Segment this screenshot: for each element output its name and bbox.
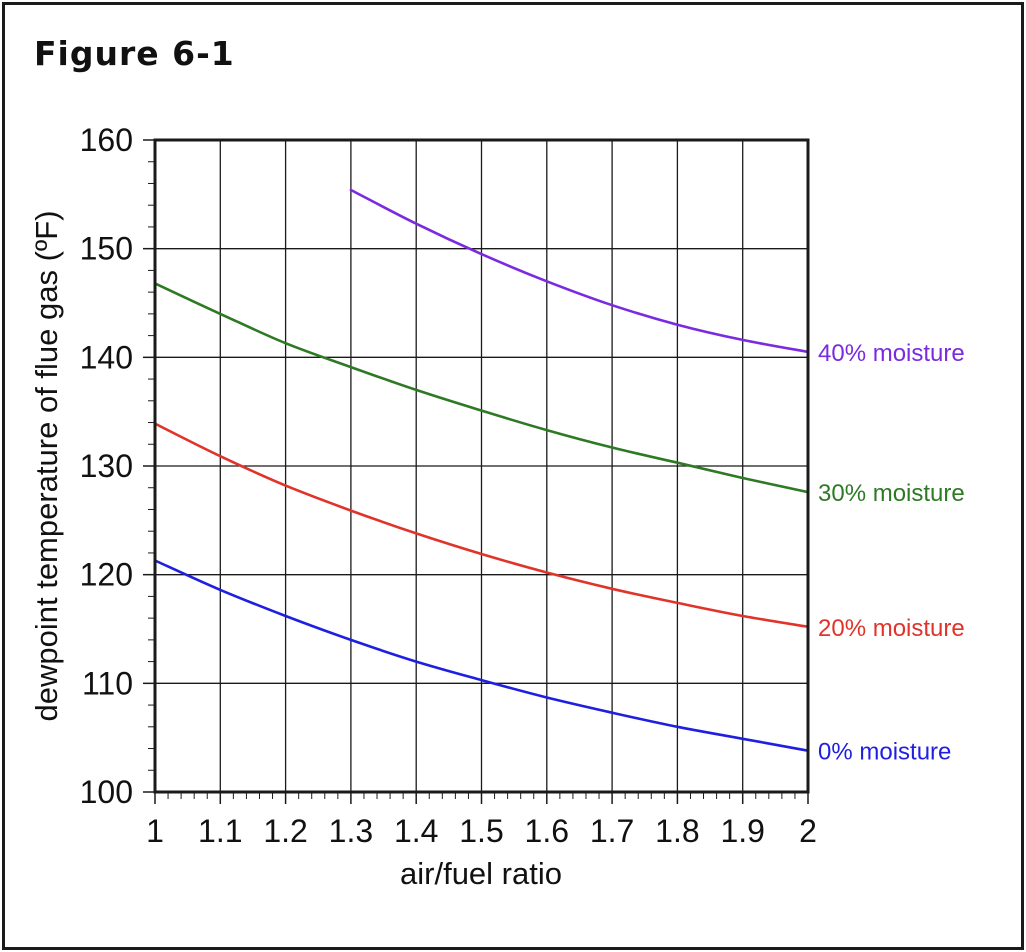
series-layer: [153, 188, 810, 752]
x-tick-label: 1.3: [329, 813, 373, 849]
y-tick-label: 130: [80, 448, 133, 484]
figure-title: Figure 6-1: [34, 34, 235, 73]
x-tick-label: 1.1: [198, 813, 242, 849]
x-tick-labels: 1 1.1 1.2 1.3 1.4 1.5 1.6 1.7 1.8 1.9 2: [146, 813, 817, 849]
x-tick-label: 1.9: [720, 813, 764, 849]
x-tick-label: 1.7: [590, 813, 634, 849]
grid-layer: [155, 140, 808, 792]
series-line-20-moisture: [153, 422, 810, 629]
series-label-40-moisture: 40% moisture: [818, 340, 965, 367]
y-tick-label: 160: [80, 122, 133, 158]
minor-ticks: [143, 139, 809, 804]
x-tick-label: 1.6: [525, 813, 569, 849]
x-tick-label: 2: [799, 813, 817, 849]
series-label-20-moisture: 20% moisture: [818, 615, 965, 642]
y-tick-label: 110: [82, 665, 133, 701]
y-tick-label: 120: [80, 557, 133, 593]
x-tick-label: 1: [146, 813, 164, 849]
series-line-40-moisture: [349, 188, 810, 354]
series-label-30-moisture: 30% moisture: [818, 480, 965, 507]
y-tick-label: 140: [80, 339, 133, 375]
y-tick-labels: 100 110 120 130 140 150 160: [80, 122, 133, 810]
series-labels: 0% moisture 20% moisture 30% moisture 40% m…: [818, 340, 965, 766]
x-tick-label: 1.8: [655, 813, 699, 849]
series-label-0-moisture: 0% moisture: [818, 739, 951, 766]
x-tick-label: 1.4: [394, 813, 438, 849]
y-axis-label: dewpoint temperature of flue gas (ºF): [29, 210, 64, 721]
y-tick-label: 100: [80, 774, 133, 810]
x-tick-label: 1.2: [263, 813, 307, 849]
y-tick-label: 150: [80, 231, 133, 267]
series-line-0-moisture: [153, 559, 810, 752]
x-tick-label: 1.5: [459, 813, 503, 849]
plot-border: [153, 138, 810, 794]
x-axis-label: air/fuel ratio: [400, 856, 562, 891]
series-line-30-moisture: [153, 282, 810, 494]
